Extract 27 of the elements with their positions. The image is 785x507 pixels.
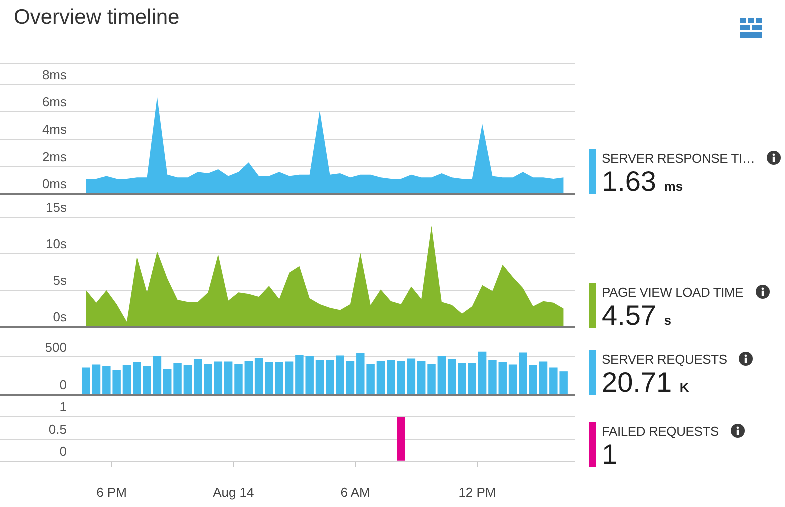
- y-tick-label: 8ms: [42, 67, 68, 82]
- y-tick-label: 0s: [53, 310, 68, 325]
- y-tick-label: 500: [45, 340, 67, 355]
- y-tick-label: 4ms: [42, 122, 68, 137]
- text: SERVER REQUESTS: [602, 352, 728, 366]
- x-tick-label: 6 AM: [340, 484, 370, 500]
- text: FAILED REQUESTS: [602, 424, 719, 438]
- x-tick-label: 6 PM: [96, 484, 127, 500]
- chart-title: Overview timeline: [14, 6, 180, 30]
- y-tick-label: 5s: [53, 273, 68, 288]
- text: 1: [602, 439, 619, 470]
- y-tick-label: 0ms: [42, 176, 68, 192]
- text: 4.57 s: [602, 300, 673, 333]
- text: 20.71 K: [602, 367, 690, 400]
- text: 1.63 ms: [602, 166, 684, 199]
- y-tick-label: 0.5: [48, 422, 67, 437]
- y-tick-label: 2ms: [42, 149, 68, 164]
- x-tick-label: Aug 14: [213, 484, 254, 500]
- y-tick-label: 6ms: [42, 94, 68, 110]
- x-tick-label: 12 PM: [458, 484, 496, 500]
- y-tick-label: 0: [60, 378, 67, 393]
- y-tick-label: 10s: [46, 236, 68, 252]
- text: SERVER RESPONSE TI…: [602, 150, 756, 166]
- y-tick-label: 0: [60, 444, 67, 459]
- text: PAGE VIEW LOAD TIME: [602, 284, 744, 300]
- y-tick-label: 1: [60, 400, 67, 415]
- y-tick-label: 15s: [46, 200, 68, 215]
